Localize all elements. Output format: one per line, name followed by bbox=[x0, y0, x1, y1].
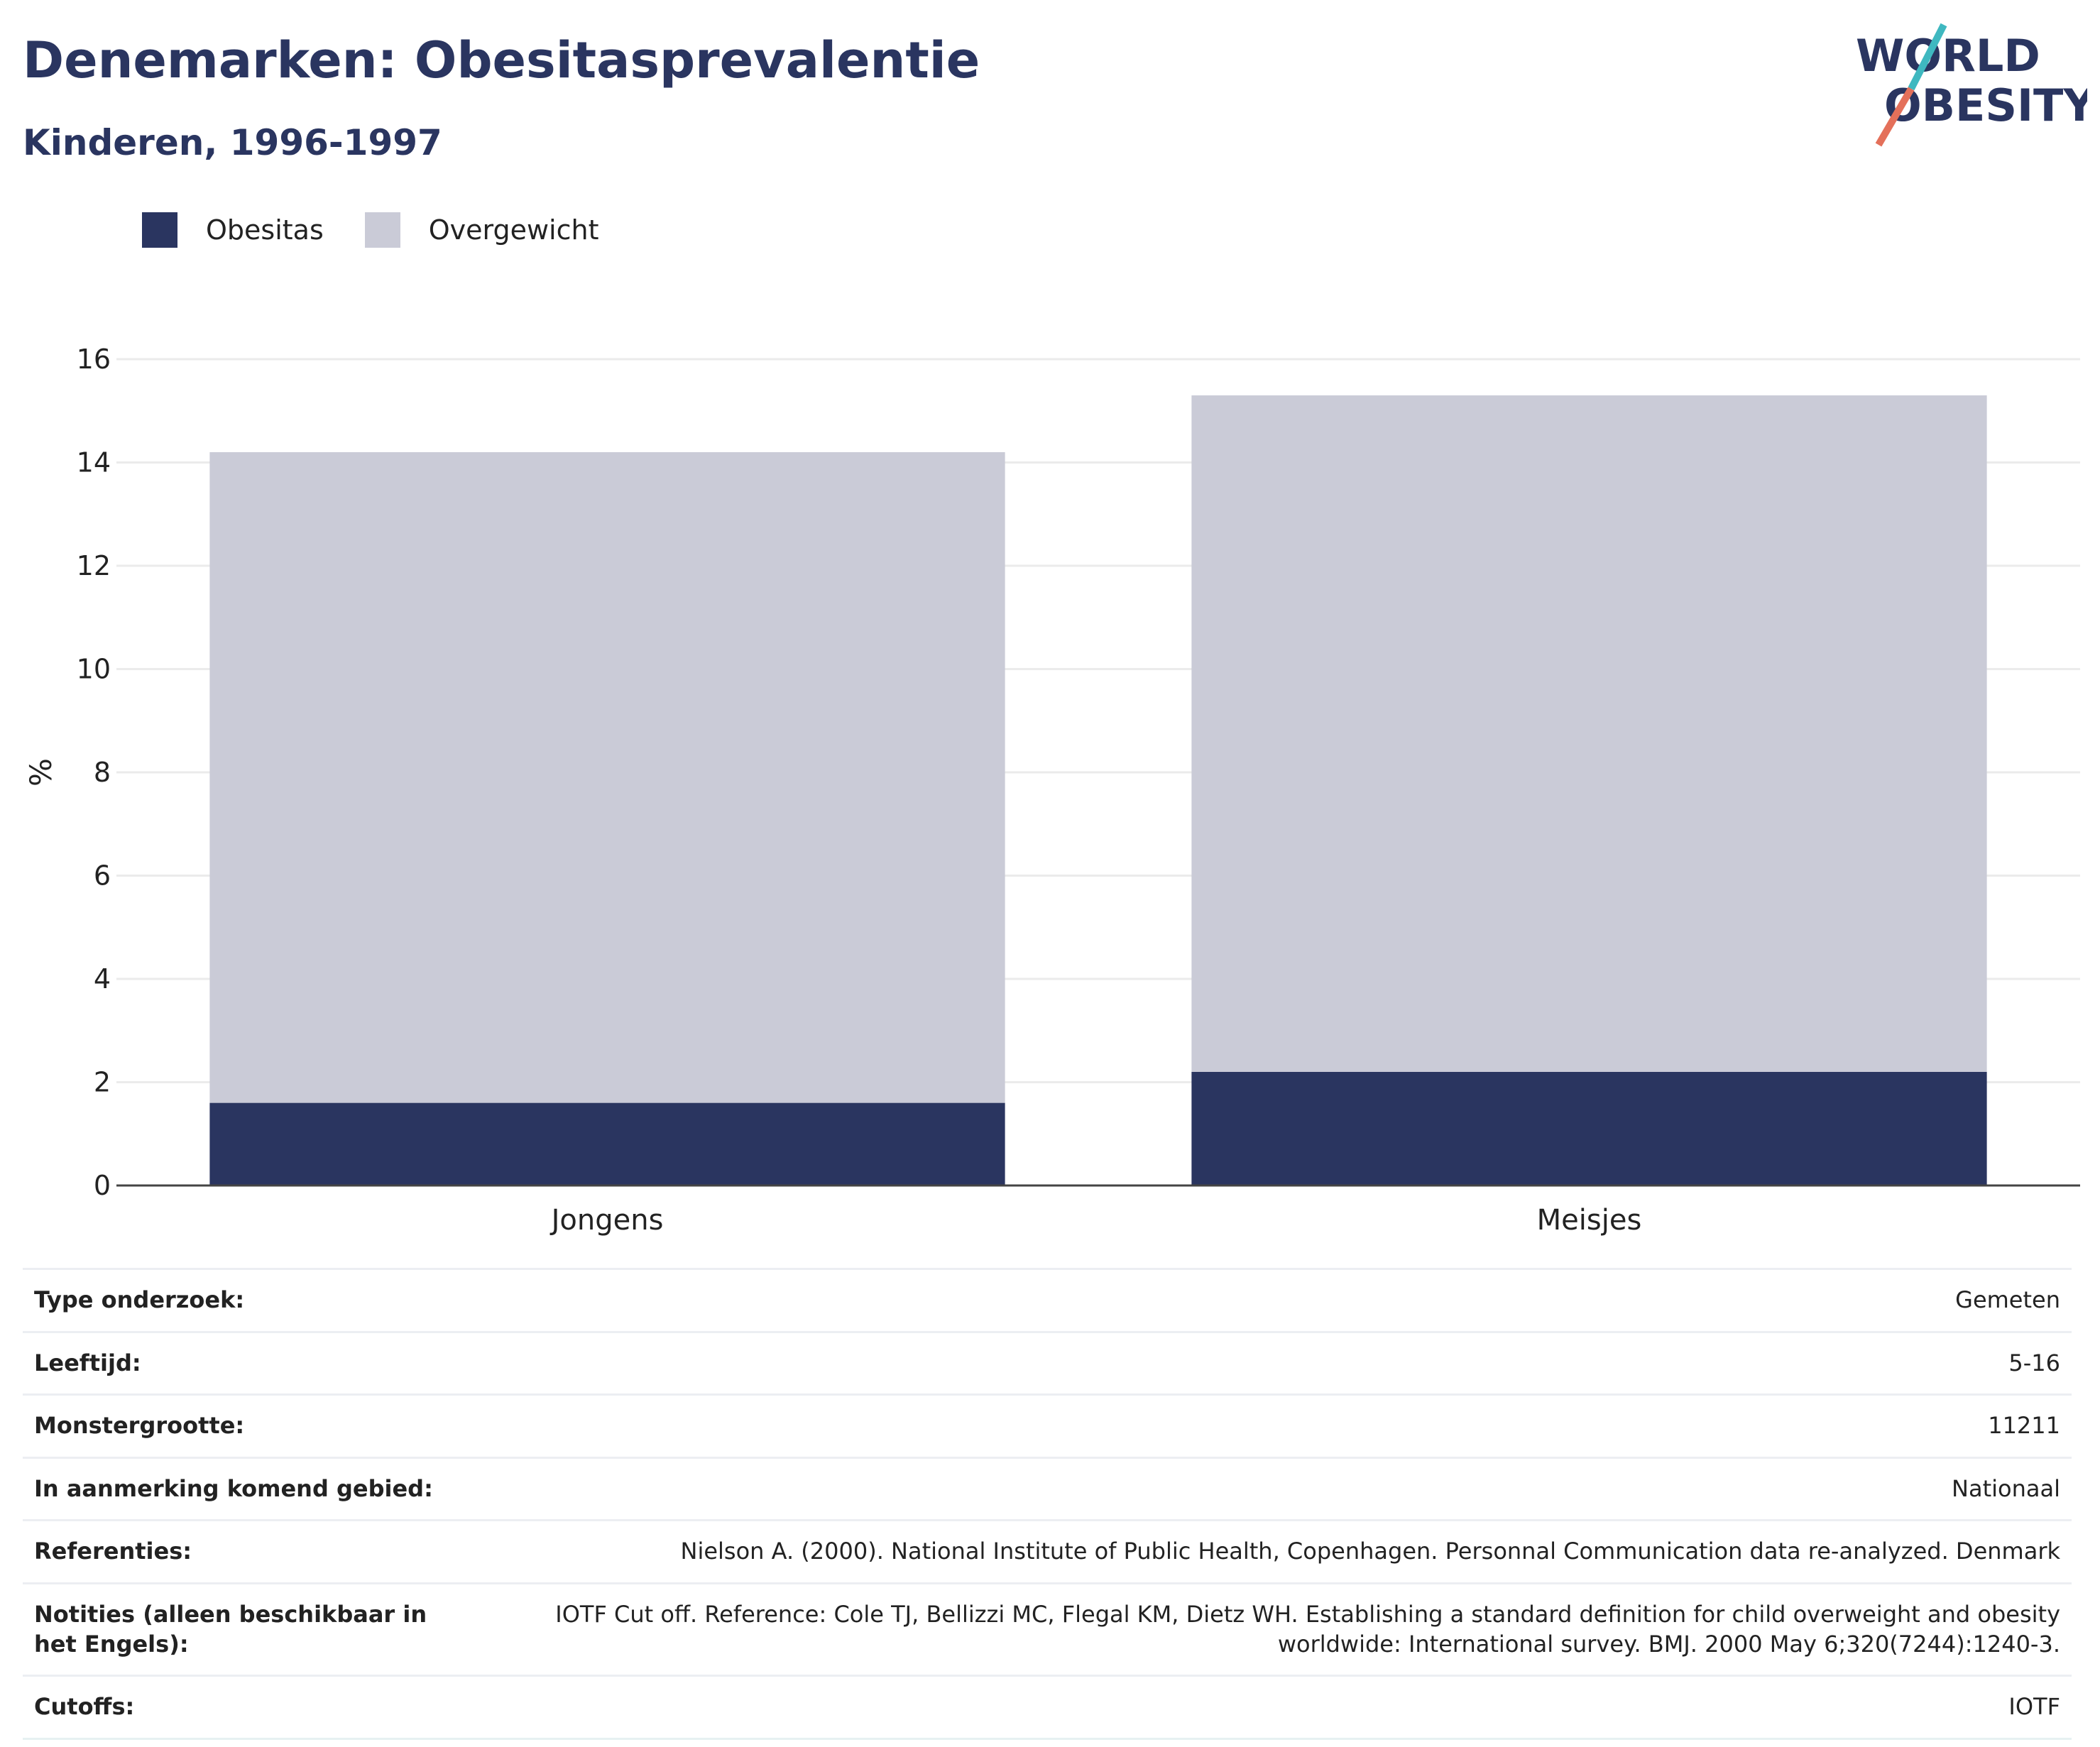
info-key: Cutoffs: bbox=[23, 1675, 486, 1740]
y-tick-label: 8 bbox=[94, 757, 111, 788]
info-row: Leeftijd: 5-16 bbox=[23, 1330, 2072, 1395]
info-value: Gemeten bbox=[486, 1268, 2072, 1332]
bar-overgewicht-jongens bbox=[209, 451, 1005, 1103]
legend-item-overgewicht: Overgewicht bbox=[364, 212, 599, 248]
bar-overgewicht-meisjes bbox=[1191, 395, 1987, 1072]
info-key: Notities (alleen beschikbaar in het Enge… bbox=[23, 1582, 486, 1676]
info-value: 5-16 bbox=[486, 1330, 2072, 1395]
info-value: Nationaal bbox=[486, 1456, 2072, 1521]
info-key: Type onderzoek: bbox=[23, 1268, 486, 1332]
bar-obesitas-jongens bbox=[209, 1102, 1005, 1185]
bar-obesitas-meisjes bbox=[1191, 1071, 1987, 1185]
logo-slash-teal bbox=[1908, 23, 1947, 91]
info-value: 11211 bbox=[486, 1393, 2072, 1458]
legend-label-overgewicht: Overgewicht bbox=[428, 214, 599, 246]
world-obesity-logo: WORLD OBESITY bbox=[1856, 23, 2087, 147]
y-tick-label: 6 bbox=[94, 860, 111, 892]
y-tick-label: 10 bbox=[77, 654, 111, 685]
info-key: In aanmerking komend gebied: bbox=[23, 1456, 486, 1521]
info-row: Referenties: Nielson A. (2000). National … bbox=[23, 1519, 2072, 1584]
info-value: IOTF Cut off. Reference: Cole TJ, Belliz… bbox=[486, 1582, 2072, 1676]
legend-label-obesitas: Obesitas bbox=[206, 214, 324, 246]
y-axis-label: % bbox=[23, 758, 58, 787]
logo-slash-coral bbox=[1875, 87, 1915, 147]
legend-item-obesitas: Obesitas bbox=[142, 212, 324, 248]
y-tick-label: 12 bbox=[77, 550, 111, 581]
info-table: Type onderzoek: Gemeten Leeftijd: 5-16 Monst… bbox=[23, 1268, 2072, 1740]
legend: Obesitas Overgewicht bbox=[142, 212, 640, 248]
logo-line-1: WORLD bbox=[1856, 30, 2040, 82]
y-tick-label: 16 bbox=[77, 344, 111, 375]
x-tick-label: Meisjes bbox=[1537, 1204, 1642, 1237]
legend-swatch-overgewicht bbox=[364, 212, 400, 248]
info-row: Type onderzoek: Gemeten bbox=[23, 1268, 2072, 1332]
logo-line-2: OBESITY bbox=[1884, 80, 2087, 131]
info-value: IOTF bbox=[486, 1675, 2072, 1740]
info-key: Leeftijd: bbox=[23, 1330, 486, 1395]
chart-subtitle: Kinderen, 1996-1997 bbox=[23, 122, 442, 163]
info-key: Referenties: bbox=[23, 1519, 486, 1584]
info-row: Monstergrootte: 11211 bbox=[23, 1393, 2072, 1458]
info-row: Notities (alleen beschikbaar in het Enge… bbox=[23, 1582, 2072, 1676]
info-row: Cutoffs: IOTF bbox=[23, 1675, 2072, 1740]
chart-title: Denemarken: Obesitasprevalentie bbox=[23, 31, 980, 89]
legend-swatch-obesitas bbox=[142, 212, 177, 248]
info-key: Monstergrootte: bbox=[23, 1393, 486, 1458]
info-value: Nielson A. (2000). National Institute of… bbox=[486, 1519, 2072, 1584]
x-tick-label: Jongens bbox=[549, 1204, 664, 1237]
y-tick-label: 0 bbox=[94, 1170, 111, 1201]
y-tick-label: 14 bbox=[77, 447, 111, 478]
stacked-bar-chart: 0 2 4 6 8 10 12 14 16% Jongens Meisjes bbox=[23, 344, 2080, 1237]
info-row: In aanmerking komend gebied: Nationaal bbox=[23, 1456, 2072, 1521]
y-tick-label: 2 bbox=[94, 1067, 111, 1098]
y-tick-label: 4 bbox=[94, 963, 111, 995]
